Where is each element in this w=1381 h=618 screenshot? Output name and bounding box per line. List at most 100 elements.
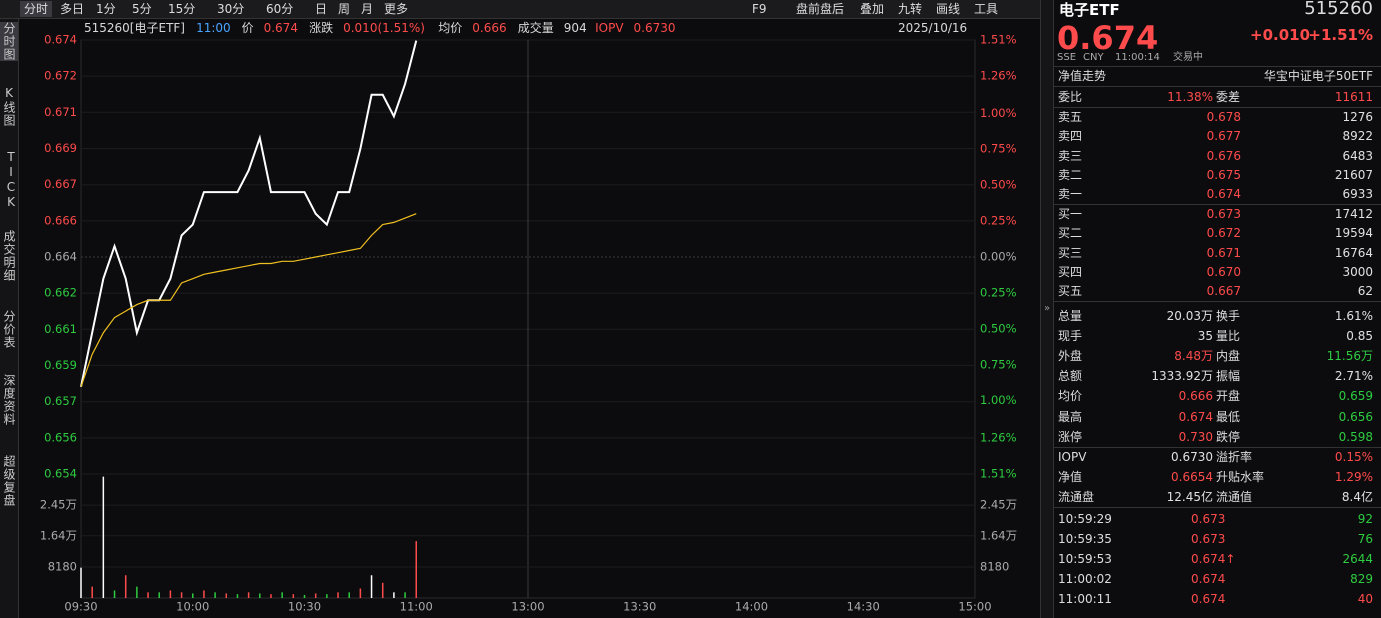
- intraday-chart: 0.674 0.672 0.671 0.669 0.667 0.666 0.664 0.662…: [40, 33, 1017, 614]
- toolbar-tab[interactable]: 30分: [217, 2, 245, 16]
- book-price: 0.674: [1206, 187, 1241, 202]
- toolbar-tool[interactable]: F9: [752, 2, 767, 16]
- sidebar-tab[interactable]: 分时图: [0, 22, 18, 61]
- sidebar-tab[interactable]: TICK: [4, 149, 18, 210]
- y-tick-label: 0.671: [44, 105, 77, 119]
- toolbar: [0, 0, 1040, 19]
- toolbar-tab[interactable]: 多日: [60, 2, 85, 16]
- toolbar-tab[interactable]: 15分: [168, 2, 196, 16]
- stat-value: 0.666: [1178, 389, 1213, 404]
- separator: [1053, 507, 1381, 508]
- stat-value: 12.45亿: [1166, 490, 1213, 505]
- stat-label: 换手: [1216, 309, 1241, 323]
- stat-label: 流通值: [1216, 490, 1253, 505]
- book-label: 买四: [1058, 264, 1083, 279]
- toolbar-tab[interactable]: 分时: [20, 1, 53, 17]
- toolbar-tab[interactable]: 月: [361, 2, 374, 16]
- trading-status: 交易中: [1173, 52, 1203, 63]
- stat-label: 升贴水率: [1216, 470, 1265, 485]
- y2-tick-label: 0.50%: [980, 178, 1017, 192]
- stat-label: 最低: [1216, 409, 1241, 424]
- stat-label: 均价: [1058, 389, 1083, 404]
- sidebar-tab[interactable]: 分价表: [2, 310, 16, 350]
- x-tick-label: 11:00: [400, 600, 433, 614]
- book-volume: 8922: [1342, 129, 1373, 144]
- volume-tick-label: 1.64万: [40, 528, 77, 542]
- stat-value: 8.4亿: [1341, 490, 1373, 505]
- stat-value: 1333.92万: [1151, 369, 1213, 384]
- stat-value: 0.730: [1178, 429, 1213, 444]
- stat-label: IOPV: [1058, 450, 1087, 464]
- y-tick-label: 0.674: [44, 33, 77, 47]
- toolbar-tab[interactable]: 周: [338, 2, 351, 16]
- sidebar-tab[interactable]: 成交明细: [2, 230, 16, 282]
- toolbar-tab[interactable]: 日: [315, 2, 328, 16]
- stat-value: 8.48万: [1174, 349, 1213, 364]
- stat-label: 涨停: [1058, 429, 1083, 444]
- y-tick-label: 0.662: [44, 286, 77, 300]
- toolbar-tab[interactable]: 60分: [266, 2, 294, 16]
- toolbar-tool[interactable]: 叠加: [860, 2, 885, 16]
- toolbar-tool[interactable]: 盘前盘后: [796, 2, 845, 16]
- trade-price: 0.674↑: [1191, 552, 1236, 567]
- book-price: 0.677: [1206, 129, 1241, 144]
- y-tick-label: 0.659: [44, 358, 77, 372]
- x-tick-label: 15:00: [958, 600, 991, 614]
- book-label: 卖一: [1058, 187, 1083, 202]
- volume-tick-label: 2.45万: [40, 498, 77, 512]
- toolbar-tab[interactable]: 更多: [384, 2, 409, 16]
- book-volume: 3000: [1342, 264, 1373, 279]
- separator: [1053, 66, 1381, 67]
- stat-value: 0.656: [1338, 409, 1373, 424]
- sidebar-tab[interactable]: K线图: [2, 85, 16, 127]
- header-item: 11:00: [196, 21, 231, 35]
- book-volume: 6483: [1342, 148, 1373, 163]
- stat-value: 35: [1197, 329, 1213, 344]
- stat-value: 0.85: [1346, 329, 1373, 344]
- stat-value: 2.71%: [1334, 369, 1373, 384]
- toolbar-tab[interactable]: 5分: [132, 2, 152, 16]
- stat-label: 振幅: [1216, 369, 1241, 384]
- volume-tick-label: 8180: [980, 559, 1009, 573]
- trade-volume: 76: [1357, 532, 1373, 547]
- toolbar-tool[interactable]: 九转: [898, 2, 923, 16]
- stat-label: 跌停: [1216, 429, 1241, 444]
- book-label: 卖五: [1058, 110, 1083, 124]
- stat-label: 内盘: [1216, 349, 1241, 364]
- x-tick-label: 10:00: [176, 600, 209, 614]
- exchange: SSE: [1057, 52, 1077, 63]
- x-tick-label: 14:00: [735, 600, 768, 614]
- header-item: 价: [241, 21, 254, 35]
- price-change: +0.010: [1250, 26, 1311, 44]
- toolbar-tool[interactable]: 工具: [974, 2, 999, 16]
- y2-tick-label: 1.00%: [980, 393, 1017, 407]
- toolbar-tab[interactable]: 1分: [96, 2, 116, 16]
- trade-time: 10:59:29: [1058, 512, 1112, 526]
- stat-value: 20.03万: [1166, 309, 1213, 323]
- header-date: 2025/10/16: [898, 21, 968, 35]
- sidebar-tab[interactable]: 深度资料: [2, 374, 16, 427]
- y2-tick-label: 1.26%: [980, 431, 1017, 445]
- header-item: 涨跌: [309, 21, 334, 35]
- stat-value: 0.6654: [1171, 470, 1213, 485]
- stat-value: 0.659: [1338, 389, 1373, 404]
- book-price: 0.675: [1206, 167, 1241, 182]
- stat-label: 总额: [1058, 369, 1083, 384]
- y-tick-label: 0.667: [44, 177, 77, 191]
- book-label: 卖三: [1058, 148, 1083, 163]
- x-tick-label: 10:30: [288, 600, 321, 614]
- separator: [1053, 86, 1381, 87]
- book-volume: 19594: [1334, 226, 1373, 241]
- separator: [1053, 204, 1381, 205]
- trade-price: 0.673: [1191, 512, 1226, 526]
- stat-label: 外盘: [1058, 349, 1083, 364]
- sidebar: [0, 19, 19, 618]
- y2-tick-label: 1.51%: [980, 33, 1017, 47]
- sidebar-tab[interactable]: 超级复盘: [2, 454, 16, 507]
- nav-link[interactable]: 净值走势: [1058, 69, 1107, 83]
- y2-tick-label: 1.00%: [980, 106, 1017, 120]
- panel-divider[interactable]: »: [1040, 0, 1054, 618]
- currency: CNY: [1083, 52, 1104, 63]
- stat-value: 0.6730: [1171, 450, 1213, 464]
- toolbar-tool[interactable]: 画线: [936, 2, 961, 16]
